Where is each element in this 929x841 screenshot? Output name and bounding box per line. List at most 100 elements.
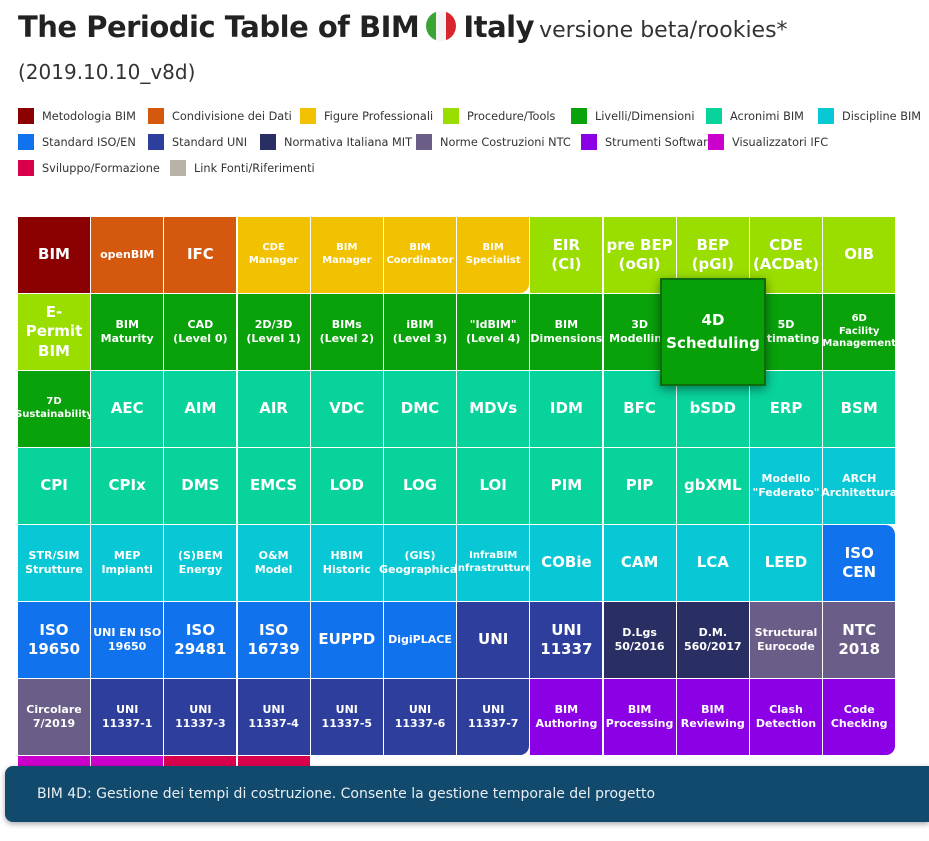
legend-item[interactable]: Figure Professionali [300,108,433,124]
legend-item[interactable]: Sviluppo/Formazione [18,160,160,176]
tile-cad-level-0[interactable]: CAD (Level 0) [164,294,238,371]
tile-bim-manager[interactable]: BIM Manager [310,217,384,294]
tile-gbxml[interactable]: gbXML [676,448,750,525]
tile-bim[interactable]: BIM [18,217,91,294]
tile-idm[interactable]: IDM [530,371,604,448]
tile-pip[interactable]: PIP [603,448,677,525]
tile-mdvs[interactable]: MDVs [457,371,531,448]
legend-item[interactable]: Normativa Italiana MIT [260,134,412,150]
tile-dms[interactable]: DMS [164,448,238,525]
tile-arch-architettura[interactable]: ARCH Architettura [821,448,897,525]
tile-7d-sustainability[interactable]: 7D Sustainability [15,371,93,448]
legend-label: Condivisione dei Dati [172,109,292,123]
legend-item[interactable]: Link Fonti/Riferimenti [170,160,315,176]
tile-s-bem-energy[interactable]: (S)BEM Energy [164,525,238,602]
legend-label: Acronimi BIM [730,109,804,123]
tile-uni[interactable]: UNI [457,602,531,679]
tile-iso-29481[interactable]: ISO 29481 [164,602,238,679]
tile-leed[interactable]: LEED [750,525,823,602]
tile-uni-11337-5[interactable]: UNI 11337-5 [310,679,384,756]
tile-structural-eurocode[interactable]: Structural Eurocode [750,602,823,679]
legend-label: Standard ISO/EN [42,135,136,149]
tile-oib[interactable]: OIB [823,217,897,294]
tile-iso-16739[interactable]: ISO 16739 [237,602,311,679]
tile-o-m-model[interactable]: O&M Model [237,525,311,602]
tile-d-lgs-50-2016[interactable]: D.Lgs 50/2016 [603,602,677,679]
legend-item[interactable]: Acronimi BIM [706,108,804,124]
tile-loi[interactable]: LOI [457,448,531,525]
tile-emcs[interactable]: EMCS [237,448,311,525]
tile-str-sim-strutture[interactable]: STR/SIM Strutture [18,525,91,602]
tile-cde-manager[interactable]: CDE Manager [237,217,311,294]
tile-uni-11337-1[interactable]: UNI 11337-1 [91,679,165,756]
tile-ibim-level-3[interactable]: iBIM (Level 3) [384,294,457,371]
tile-bim-reviewing[interactable]: BIM Reviewing [676,679,750,756]
legend-item[interactable]: Standard ISO/EN [18,134,136,150]
tile-clash-detection[interactable]: Clash Detection [750,679,823,756]
legend-item[interactable]: Discipline BIM [818,108,921,124]
tile-uni-11337-3[interactable]: UNI 11337-3 [164,679,238,756]
tile-infrabim-infrastrutture[interactable]: InfraBIM Infrastrutture [454,525,532,602]
tile-uni-11337-6[interactable]: UNI 11337-6 [384,679,457,756]
tile-bim-dimensions[interactable]: BIM Dimensions [530,294,604,371]
tile-uni-11337-7[interactable]: UNI 11337-7 [457,679,531,756]
tile-air[interactable]: AIR [237,371,311,448]
tile-iso-19650[interactable]: ISO 19650 [18,602,91,679]
tile-bim-maturity[interactable]: BIM Maturity [91,294,165,371]
tile-lod[interactable]: LOD [310,448,384,525]
tile-2d-3d-level-1[interactable]: 2D/3D (Level 1) [237,294,311,371]
tile-hbim-historic[interactable]: HBIM Historic [310,525,384,602]
tile-log[interactable]: LOG [384,448,457,525]
legend-item[interactable]: Livelli/Dimensioni [571,108,694,124]
tile-euppd[interactable]: EUPPD [310,602,384,679]
legend-swatch [708,134,724,150]
tile-aec[interactable]: AEC [91,371,165,448]
tile-lca[interactable]: LCA [676,525,750,602]
legend-item[interactable]: Procedure/Tools [443,108,555,124]
tile-code-checking[interactable]: Code Checking [823,679,897,756]
tile-ntc-2018[interactable]: NTC 2018 [823,602,897,679]
tile-uni-11337[interactable]: UNI 11337 [530,602,604,679]
tile-bim-authoring[interactable]: BIM Authoring [530,679,604,756]
tile-d-m-560-2017[interactable]: D.M. 560/2017 [676,602,750,679]
tile-bim-processing[interactable]: BIM Processing [603,679,677,756]
tile-circolare-7-2019[interactable]: Circolare 7/2019 [18,679,91,756]
tile-iso-cen[interactable]: ISO CEN [823,525,897,602]
tile-cde-acdat[interactable]: CDE (ACDat) [750,217,823,294]
tile-uni-en-iso-19650[interactable]: UNI EN ISO 19650 [91,602,165,679]
tile-openbim[interactable]: openBIM [91,217,165,294]
legend-item[interactable]: Strumenti Software [581,134,714,150]
tile-cpix[interactable]: CPIx [91,448,165,525]
tile-dmc[interactable]: DMC [384,371,457,448]
tile-eir-ci[interactable]: EIR (CI) [530,217,604,294]
tile-digiplace[interactable]: DigiPLACE [384,602,457,679]
legend-item[interactable]: Visualizzatori IFC [708,134,828,150]
tile-idbim-level-4[interactable]: "IdBIM" (Level 4) [457,294,531,371]
tile-e-permit-bim[interactable]: E-Permit BIM [18,294,91,371]
legend-label: Procedure/Tools [467,109,556,123]
tile-bsm[interactable]: BSM [823,371,897,448]
legend-item[interactable]: Standard UNI [148,134,247,150]
tile-cam[interactable]: CAM [603,525,677,602]
tile-vdc[interactable]: VDC [310,371,384,448]
hovered-tile-4d-scheduling[interactable]: 4D Scheduling [660,278,766,386]
legend-item[interactable]: Metodologia BIM [18,108,136,124]
tile-pim[interactable]: PIM [530,448,604,525]
legend-item[interactable]: Norme Costruzioni NTC [416,134,571,150]
tile-cpi[interactable]: CPI [18,448,91,525]
tile-aim[interactable]: AIM [164,371,238,448]
tile-uni-11337-4[interactable]: UNI 11337-4 [237,679,311,756]
tile-bim-specialist[interactable]: BIM Specialist [457,217,531,294]
tile-gis-geographical[interactable]: (GIS) Geographical [379,525,461,602]
tile-modello-federato[interactable]: Modello "Federato" [750,448,823,525]
tile-ifc[interactable]: IFC [164,217,238,294]
italy-flag-icon [426,11,457,41]
tile-6d-facility-management[interactable]: 6D Facility Management [822,294,897,371]
legend-item[interactable]: Condivisione dei Dati [148,108,292,124]
tile-bim-coordinator[interactable]: BIM Coordinator [384,217,457,294]
tile-mep-impianti[interactable]: MEP Impianti [91,525,165,602]
tile-bims-level-2[interactable]: BIMs (Level 2) [310,294,384,371]
tile-pre-bep-ogi[interactable]: pre BEP (oGI) [603,217,677,294]
legend-swatch [818,108,834,124]
tile-cobie[interactable]: COBie [530,525,604,602]
